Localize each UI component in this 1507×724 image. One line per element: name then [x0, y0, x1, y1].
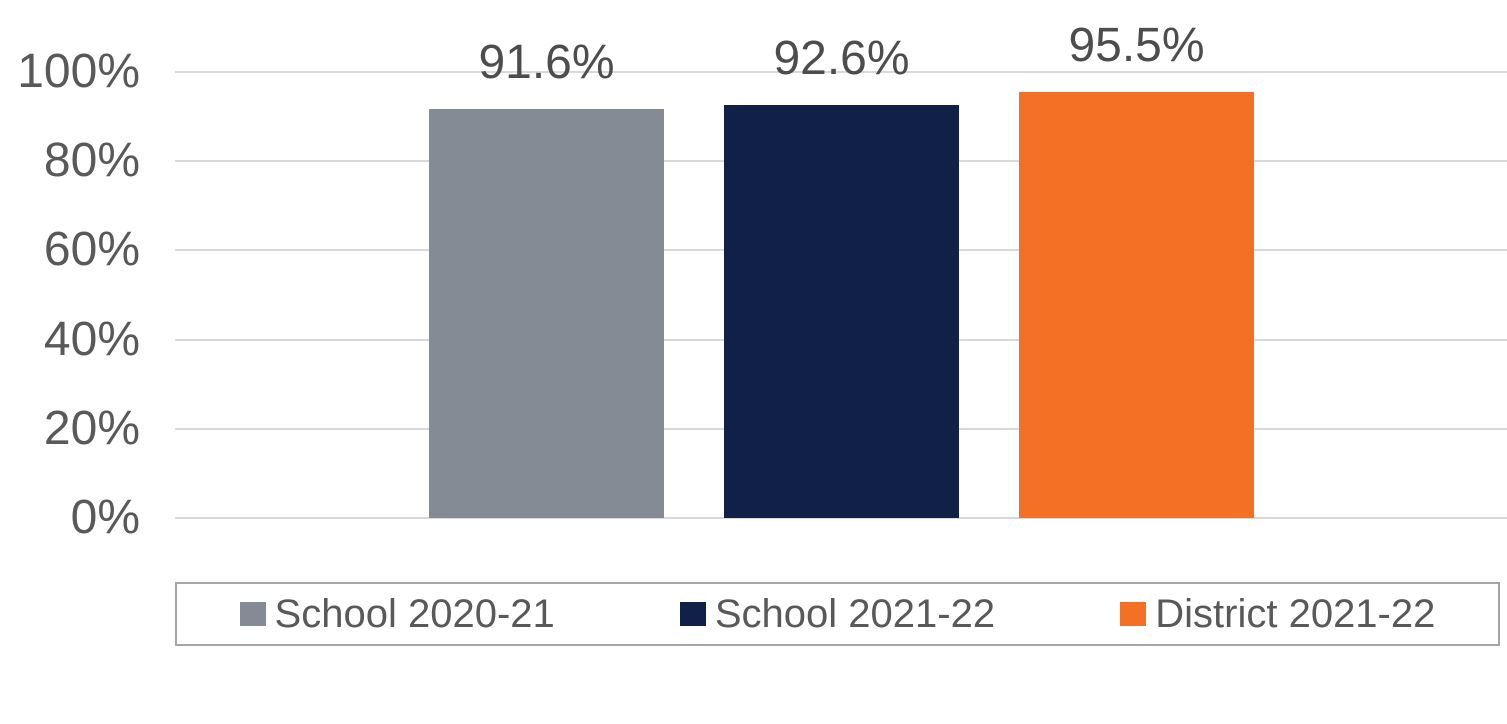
bar-school-2021-22 — [724, 105, 959, 518]
y-axis-tick-label: 100% — [17, 45, 140, 98]
bar-district-2021-22 — [1019, 92, 1254, 518]
y-axis-tick-label: 20% — [43, 402, 140, 455]
bar-school-2020-21 — [429, 109, 664, 518]
y-axis-tick-label: 60% — [43, 223, 140, 276]
legend-swatch-icon — [1120, 602, 1147, 626]
y-axis-tick-label: 80% — [43, 134, 140, 187]
legend-swatch-icon — [679, 602, 706, 626]
gridline-100 — [175, 71, 1507, 73]
plot-area: 0% 20% 40% 60% 80% 100% 91.6% 92.6% 95.5% — [17, 19, 1507, 544]
legend-label: District 2021-22 — [1155, 592, 1436, 636]
y-axis-tick-label: 0% — [70, 491, 140, 544]
legend-item-district-2021-22: District 2021-22 — [1058, 584, 1498, 644]
data-label-school-2020-21: 91.6% — [478, 36, 615, 89]
legend-item-school-2020-21: School 2020-21 — [177, 584, 617, 644]
gridline-0 — [175, 517, 1507, 519]
data-label-school-2021-22: 92.6% — [773, 32, 910, 85]
legend-label: School 2021-22 — [714, 592, 996, 636]
legend-label: School 2020-21 — [274, 592, 555, 636]
y-axis-tick-label: 40% — [43, 313, 140, 366]
legend-item-school-2021-22: School 2021-22 — [617, 584, 1057, 644]
legend-swatch-icon — [239, 602, 266, 626]
data-label-district-2021-22: 95.5% — [1068, 19, 1205, 72]
legend: School 2020-21 School 2021-22 District 202… — [175, 582, 1500, 646]
